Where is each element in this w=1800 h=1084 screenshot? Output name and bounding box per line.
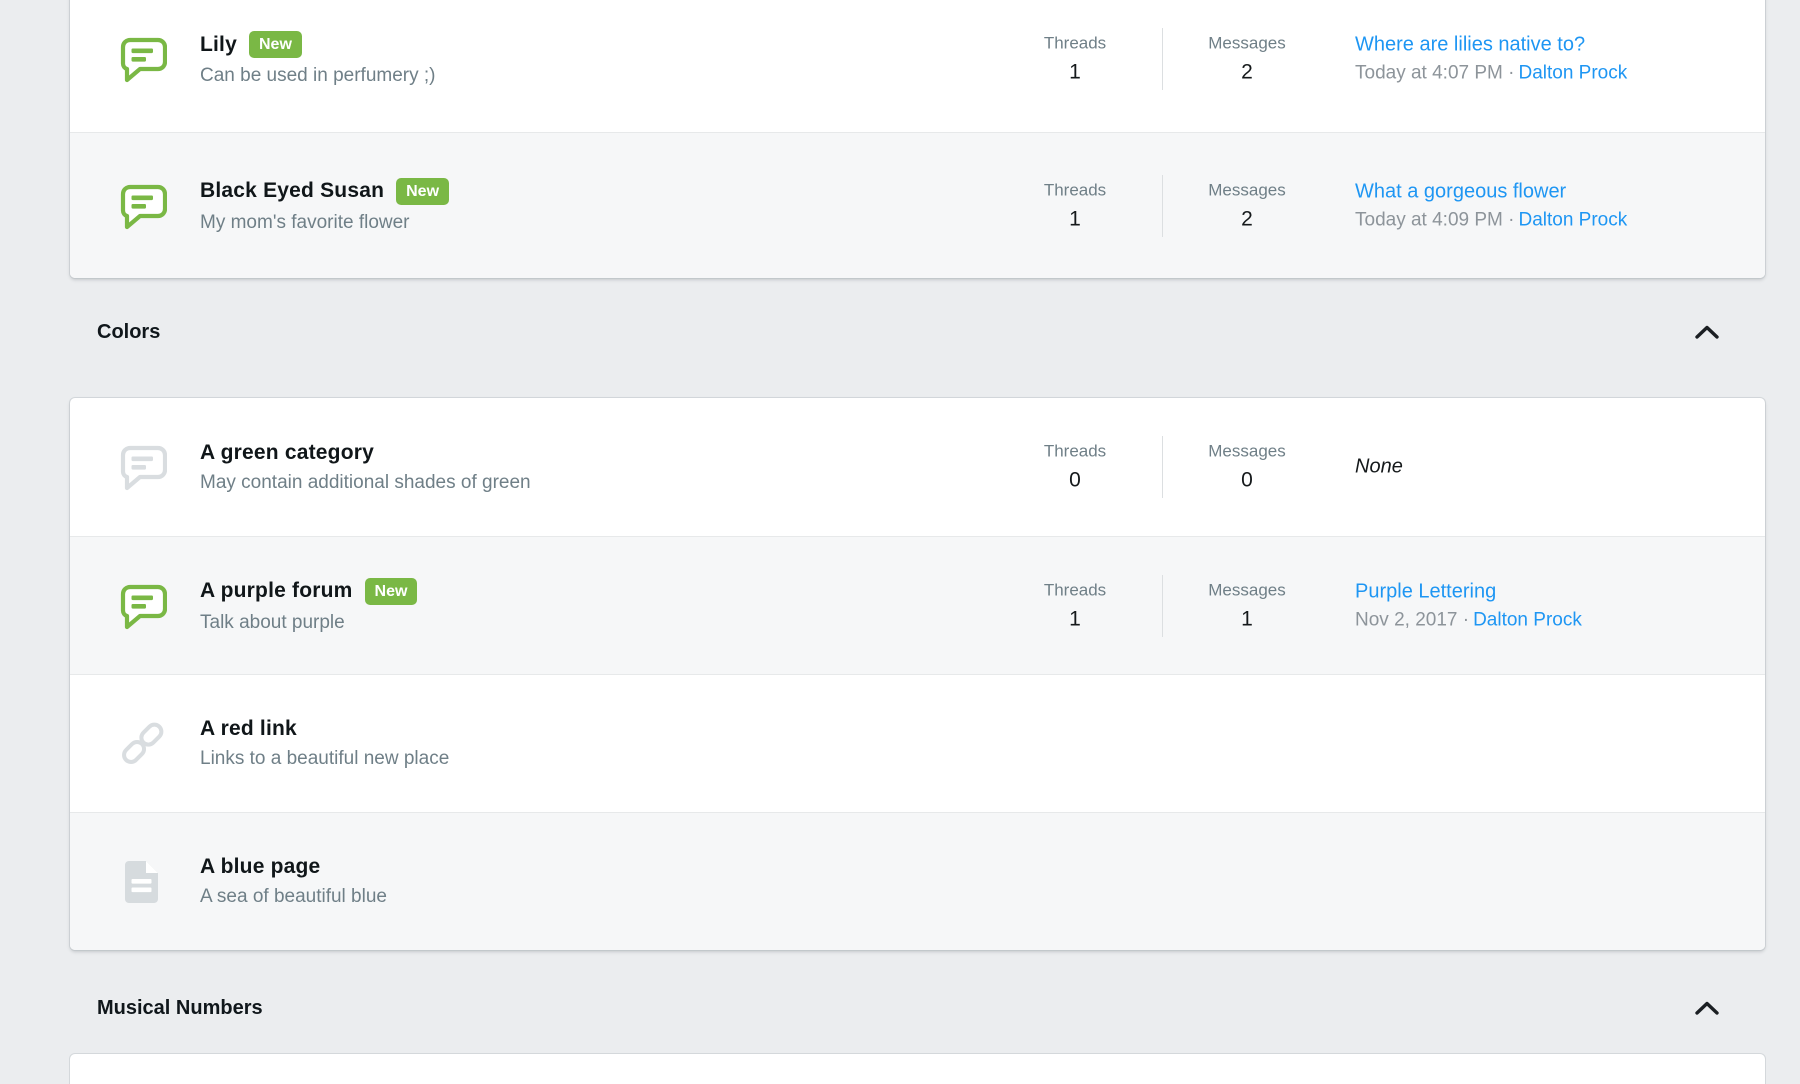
forum-title-link[interactable]: Black Eyed Susan (200, 179, 385, 202)
category-icon (117, 442, 167, 492)
messages-stat: Messages 1 (1187, 580, 1307, 631)
messages-count: 0 (1241, 468, 1253, 492)
category-title-link[interactable]: Colors (97, 321, 161, 343)
latest-post-link[interactable]: Purple Lettering (1355, 580, 1497, 602)
messages-stat: Messages 0 (1187, 442, 1307, 493)
threads-label: Threads (1043, 580, 1107, 599)
new-badge: New (364, 577, 418, 605)
forum-row: Black Eyed Susan New My mom's favorite f… (70, 132, 1765, 278)
messages-count: 2 (1241, 60, 1253, 84)
messages-label: Messages (1208, 580, 1286, 599)
latest-post-author-link[interactable]: Dalton Prock (1473, 609, 1582, 630)
forum-title-link[interactable]: A purple forum (200, 579, 353, 602)
threads-stat: Threads 0 (1015, 442, 1135, 493)
node-text: A blue page A sea of beautiful blue (200, 855, 387, 908)
latest-post: None (1355, 456, 1765, 479)
category-header-colors: Colors (70, 317, 1765, 347)
forum-node-list-page: { "labels": { "threads": "Threads", "mes… (70, 0, 1765, 1084)
forum-icon (117, 34, 167, 84)
latest-post-date: Nov 2, 2017 · (1355, 609, 1470, 630)
stat-divider (1162, 28, 1163, 90)
page-description: A sea of beautiful blue (200, 886, 387, 907)
messages-stat: Messages 2 (1187, 34, 1307, 85)
link-title-link[interactable]: A red link (200, 717, 297, 740)
collapse-toggle-button[interactable] (1694, 1000, 1720, 1016)
forum-title-link[interactable]: Lily (200, 32, 237, 56)
threads-label: Threads (1043, 180, 1107, 199)
latest-post-date: Today at 4:07 PM · (1355, 62, 1515, 84)
category-header-musical-numbers: Musical Numbers (70, 993, 1765, 1023)
new-badge: New (396, 177, 450, 205)
node-text: Lily New Can be used in perfumery ;) (200, 31, 436, 87)
latest-post-link[interactable]: What a gorgeous flower (1355, 180, 1567, 202)
page-icon (117, 857, 167, 907)
threads-stat: Threads 1 (1015, 580, 1135, 631)
chevron-up-icon (1694, 325, 1720, 343)
chevron-up-icon (1694, 1001, 1720, 1019)
messages-count: 2 (1241, 207, 1253, 230)
node-text: A green category May contain additional … (200, 441, 531, 494)
threads-label: Threads (1043, 33, 1107, 53)
page-title-link[interactable]: A blue page (200, 855, 321, 878)
messages-count: 1 (1241, 607, 1253, 630)
latest-post-none: None (1355, 455, 1403, 478)
latest-post-author-link[interactable]: Dalton Prock (1518, 209, 1628, 230)
forum-row: A purple forum New Talk about purple Thr… (70, 536, 1765, 674)
forum-description: Can be used in perfumery ;) (200, 65, 436, 86)
stat-divider (1162, 174, 1163, 237)
threads-count: 0 (1069, 468, 1081, 492)
threads-stat: Threads 1 (1015, 180, 1135, 231)
threads-count: 1 (1069, 60, 1081, 84)
stat-divider (1162, 574, 1163, 637)
latest-post: What a gorgeous flower Today at 4:09 PM … (1355, 180, 1765, 231)
forum-list-card-colors: A green category May contain additional … (70, 398, 1765, 950)
latest-post-date: Today at 4:09 PM · (1355, 209, 1515, 230)
latest-post: Where are lilies native to? Today at 4:0… (1355, 34, 1765, 85)
new-badge: New (248, 31, 302, 58)
link-icon (117, 719, 167, 769)
link-description: Links to a beautiful new place (200, 748, 450, 769)
threads-count: 1 (1069, 207, 1081, 230)
node-text: A red link Links to a beautiful new plac… (200, 717, 449, 770)
latest-post: Purple Lettering Nov 2, 2017 · Dalton Pro… (1355, 580, 1765, 631)
stat-divider (1162, 436, 1163, 498)
collapse-toggle-button[interactable] (1694, 324, 1720, 340)
node-text: Black Eyed Susan New My mom's favorite f… (200, 177, 450, 234)
forum-description: My mom's favorite flower (200, 211, 410, 233)
category-title-link[interactable]: Musical Numbers (97, 997, 263, 1019)
node-text: A purple forum New Talk about purple (200, 577, 418, 634)
forum-icon (117, 581, 167, 631)
messages-label: Messages (1208, 180, 1286, 199)
forum-icon (117, 181, 167, 231)
messages-stat: Messages 2 (1187, 180, 1307, 231)
next-card-top-edge (70, 1054, 1765, 1084)
page-row: A blue page A sea of beautiful blue (70, 812, 1765, 950)
forum-list-card: Lily New Can be used in perfumery ;) Thr… (70, 0, 1765, 278)
threads-label: Threads (1043, 441, 1107, 461)
category-description: May contain additional shades of green (200, 471, 531, 493)
latest-post-author-link[interactable]: Dalton Prock (1518, 62, 1628, 84)
latest-post-link[interactable]: Where are lilies native to? (1355, 33, 1586, 56)
messages-label: Messages (1208, 33, 1286, 53)
category-row: A green category May contain additional … (70, 398, 1765, 536)
link-row: A red link Links to a beautiful new plac… (70, 674, 1765, 812)
forum-description: Talk about purple (200, 611, 345, 633)
messages-label: Messages (1208, 441, 1286, 461)
forum-row: Lily New Can be used in perfumery ;) Thr… (70, 0, 1765, 132)
threads-stat: Threads 1 (1015, 34, 1135, 85)
category-title-link[interactable]: A green category (200, 440, 374, 464)
threads-count: 1 (1069, 607, 1081, 630)
